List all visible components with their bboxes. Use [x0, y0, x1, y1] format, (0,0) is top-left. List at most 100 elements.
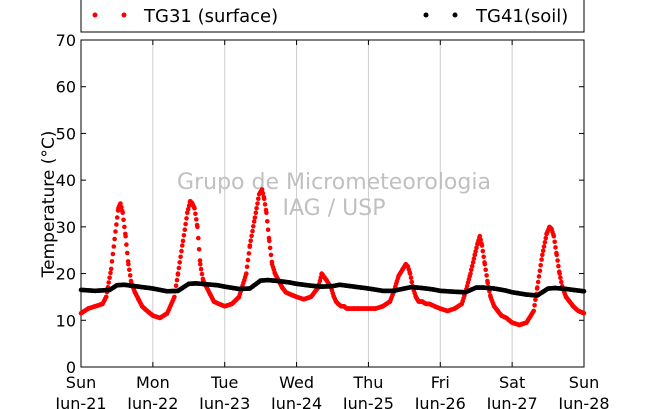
data-point — [123, 233, 128, 239]
series-tg31 — [78, 187, 587, 328]
data-point — [113, 229, 118, 234]
legend: TG31 (surface) TG41(soil) — [80, 0, 585, 33]
y-axis: 0 10 20 30 40 50 60 70 — [56, 31, 584, 377]
data-point — [262, 202, 268, 207]
data-point — [250, 228, 255, 234]
data-point — [177, 260, 182, 265]
data-point — [581, 289, 587, 294]
data-point — [192, 205, 197, 211]
data-point — [469, 267, 474, 273]
data-point — [121, 217, 126, 223]
data-point — [554, 252, 559, 258]
data-point — [196, 235, 201, 241]
x-tick-label-day: Wed — [279, 373, 314, 392]
x-tick-label-date: Jun-24 — [270, 394, 322, 409]
data-point — [178, 254, 183, 260]
data-point — [198, 266, 204, 272]
x-tick-label-day: Sat — [499, 373, 525, 392]
y-tick-label: 30 — [56, 218, 76, 237]
data-point — [536, 274, 542, 279]
data-point — [535, 279, 541, 285]
watermark-line-1: Grupo de Micrometeorologia — [177, 170, 491, 195]
data-point — [478, 237, 484, 243]
x-tick-label-day: Fri — [431, 373, 450, 392]
data-point — [180, 238, 186, 244]
data-point — [248, 238, 253, 243]
data-point — [473, 249, 478, 254]
data-point — [535, 285, 540, 290]
legend-label-tg41: TG41(soil) — [475, 6, 568, 27]
data-point — [533, 297, 538, 303]
data-point — [265, 219, 270, 224]
legend-marker-tg31-a — [92, 12, 98, 18]
data-point — [543, 235, 549, 241]
data-point — [255, 201, 260, 206]
x-tick-label-day: Sun — [569, 373, 599, 392]
data-point — [481, 254, 487, 260]
data-point — [538, 262, 543, 268]
x-tick-label-day: Sun — [66, 373, 96, 392]
y-tick-label: 20 — [56, 265, 76, 284]
data-point — [122, 224, 127, 230]
data-point — [194, 217, 199, 222]
data-point — [254, 205, 259, 211]
legend-marker-tg41-a — [423, 12, 429, 18]
data-point — [106, 280, 111, 285]
data-point — [485, 280, 491, 286]
legend-marker-tg31-b — [121, 12, 127, 18]
legend-frame — [80, 0, 585, 33]
data-point — [553, 245, 558, 250]
data-point — [408, 275, 414, 281]
data-point — [268, 252, 274, 258]
data-point — [197, 258, 203, 263]
data-point — [111, 244, 117, 249]
data-point — [261, 196, 267, 202]
data-point — [542, 240, 548, 245]
data-point — [181, 233, 187, 238]
data-point — [470, 260, 476, 265]
y-tick-label: 70 — [56, 31, 76, 50]
data-point — [537, 268, 543, 274]
data-point — [469, 263, 475, 269]
data-point — [103, 294, 109, 300]
data-point — [108, 270, 113, 276]
data-point — [409, 279, 415, 285]
data-point — [260, 190, 266, 196]
plot-frame — [80, 39, 585, 368]
data-point — [259, 187, 265, 192]
x-tick-label-date: Jun-25 — [342, 394, 394, 409]
data-point — [532, 303, 537, 308]
data-point — [182, 227, 188, 232]
x-tick-label-date: Jun-21 — [54, 394, 106, 409]
data-point — [185, 207, 191, 212]
data-point — [249, 233, 254, 239]
data-point — [552, 239, 557, 245]
data-point — [125, 250, 130, 256]
data-point — [114, 215, 120, 220]
data-point — [107, 275, 112, 281]
data-point — [540, 248, 546, 253]
data-point — [109, 259, 115, 264]
data-point — [174, 277, 180, 283]
x-tick-label-day: Tue — [210, 373, 238, 392]
y-tick-label: 60 — [56, 78, 76, 97]
data-point — [267, 238, 272, 244]
data-point — [468, 271, 473, 276]
data-point — [179, 248, 184, 254]
data-point — [183, 221, 188, 227]
data-point — [255, 196, 261, 202]
data-point — [472, 252, 478, 258]
data-point — [484, 273, 489, 278]
data-point — [540, 252, 545, 258]
data-point — [483, 267, 489, 273]
y-axis-label: Temperature (°C) — [39, 131, 59, 279]
data-point — [244, 264, 250, 270]
data-point — [124, 242, 129, 247]
data-point — [551, 233, 557, 239]
data-point — [173, 283, 179, 289]
data-point — [480, 248, 486, 254]
x-tick-label-day: Thu — [352, 373, 383, 392]
data-point — [556, 263, 561, 269]
x-tick-label-date: Jun-26 — [414, 394, 466, 409]
